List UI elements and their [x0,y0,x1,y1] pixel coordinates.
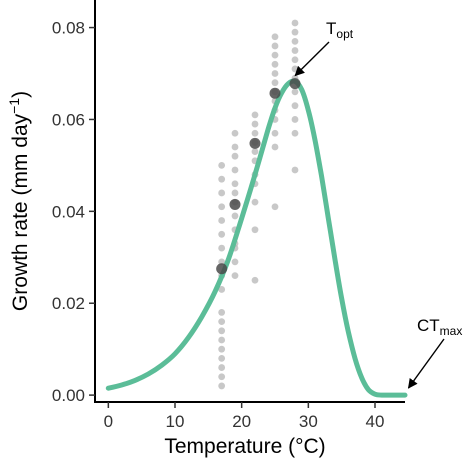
raw-point [231,212,239,220]
raw-point [291,102,299,110]
raw-point [291,19,299,27]
y-axis-title-superscript: −1 [6,98,22,114]
raw-point [291,65,299,73]
raw-point [231,189,239,197]
raw-point [231,129,239,137]
raw-point [291,129,299,137]
raw-point [218,286,226,293]
raw-point [251,111,259,119]
raw-point [251,276,259,284]
mean-point [269,87,281,99]
y-tick-label: 0.02 [52,294,85,313]
mean-point [229,198,241,210]
y-ticks: 0.00 0.02 0.04 0.06 0.08 [52,19,95,405]
x-tick-label: 10 [166,412,185,431]
x-ticks: 0 10 20 30 40 [104,402,385,431]
raw-point [271,79,279,87]
raw-point [218,309,226,316]
ctmax-label-sub: max [440,324,463,338]
topt-label-sub: opt [336,27,353,41]
topt-label-main: T [326,19,336,38]
y-tick-label: 0.06 [52,110,85,129]
ctmax-label-main: CT [417,316,440,335]
raw-point [218,327,226,335]
axes: 0 10 20 30 40 0.00 0.02 0.04 0.06 0.08 [52,0,405,431]
raw-point [291,56,299,64]
y-tick-label: 0.00 [52,386,85,405]
annotations: Topt CTmax [294,19,462,389]
raw-point [218,345,226,353]
topt-arrow [294,41,330,77]
y-axis-title-close: ) [9,91,32,98]
raw-point [218,217,226,224]
raw-point [291,166,299,174]
raw-point [218,318,226,325]
raw-point [271,51,279,59]
raw-point [218,354,226,362]
x-axis-title: Temperature (°C) [164,435,325,458]
raw-point [218,230,226,238]
raw-point [251,198,259,206]
x-tick-label: 30 [299,412,318,431]
topt-label: Topt [326,19,354,41]
raw-point [218,382,226,390]
plot-area [105,19,408,398]
raw-point [271,143,279,151]
y-tick-label: 0.08 [52,19,85,38]
raw-point [251,120,259,128]
raw-point [231,180,239,188]
raw-point [218,175,226,183]
x-tick-label: 0 [104,412,113,431]
x-tick-label: 40 [366,412,385,431]
ctmax-annotation: CTmax [407,316,462,389]
raw-point [291,28,299,36]
raw-point [218,161,226,169]
raw-point [231,272,239,280]
raw-point [271,42,279,50]
raw-point [218,364,226,371]
raw-point [271,70,279,77]
raw-point [251,148,259,156]
x-tick-label: 20 [232,412,251,431]
raw-point [218,203,226,211]
raw-point [271,203,279,211]
ctmax-label: CTmax [417,316,462,338]
raw-point [291,116,299,123]
mean-point [249,137,261,149]
mean-point [289,78,301,90]
raw-point [218,189,226,197]
mean-points [216,78,301,275]
raw-point [291,88,299,96]
topt-annotation: Topt [294,19,354,77]
fitted-curve [105,78,408,398]
raw-point [231,258,239,266]
y-tick-label: 0.04 [52,202,85,221]
raw-point [251,226,259,234]
raw-point [271,129,279,137]
y-axis-title: Growth rate (mm day−1) [6,91,32,311]
raw-point [218,336,226,344]
raw-point [291,37,299,45]
raw-point [218,373,226,381]
raw-point [231,166,239,174]
raw-point [231,152,239,160]
raw-point [271,33,279,41]
raw-point [291,47,299,54]
mean-point [216,263,228,275]
raw-point [271,60,279,68]
raw-point [251,129,259,137]
y-axis-title-main: Growth rate (mm day [9,113,32,311]
ctmax-arrow [407,338,445,389]
raw-point [218,244,226,252]
raw-point [231,143,239,151]
